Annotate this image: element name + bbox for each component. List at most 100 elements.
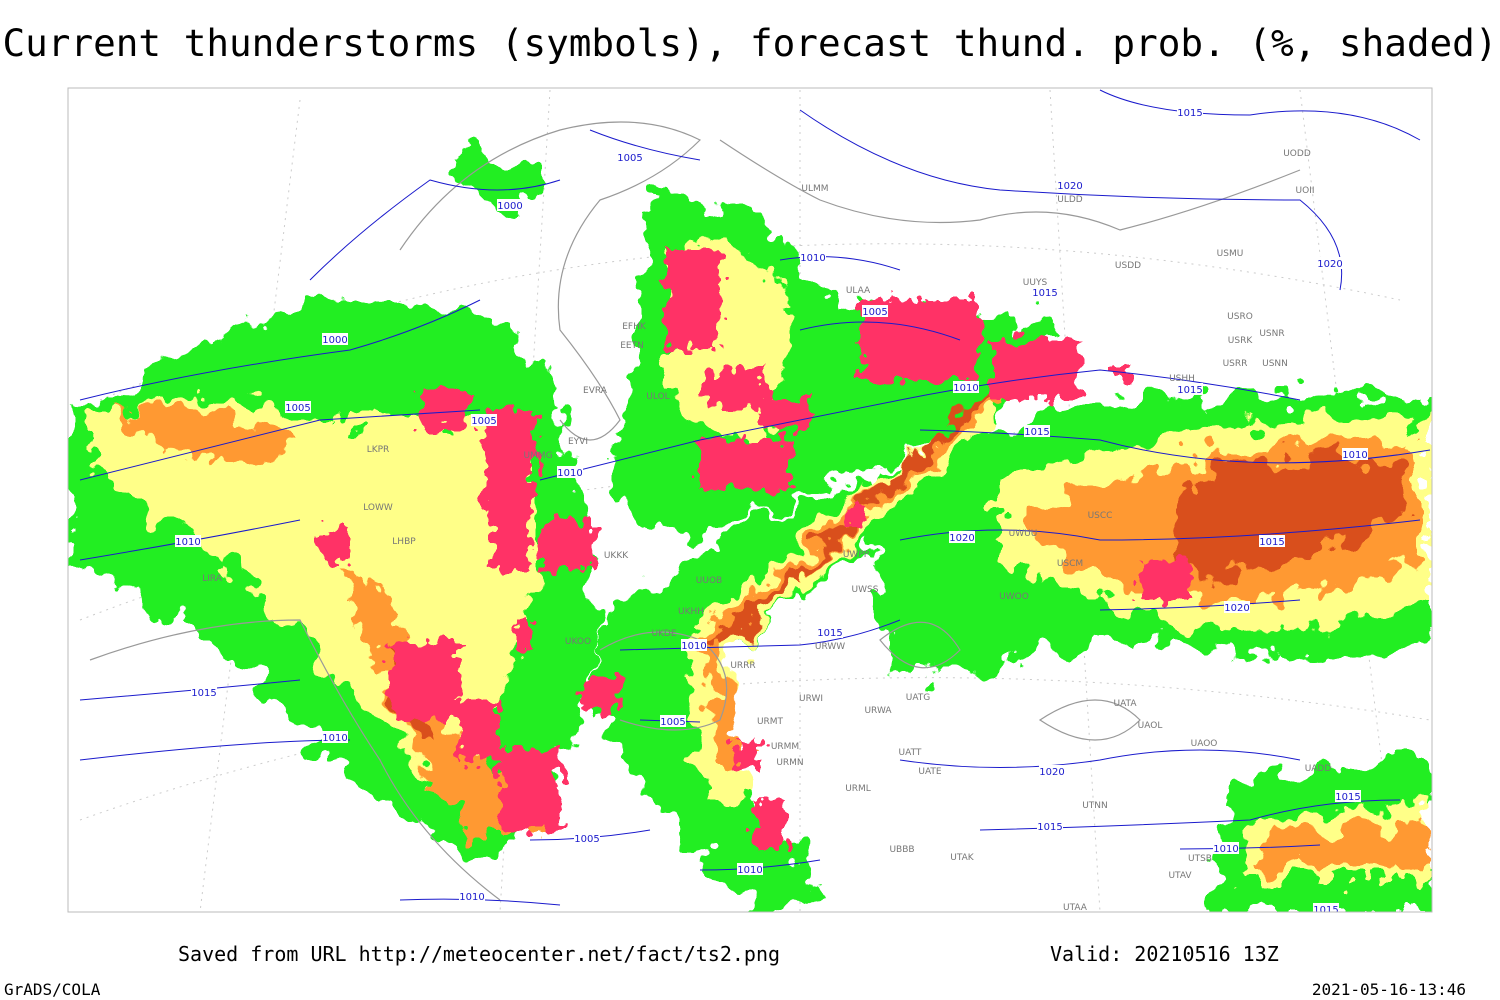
isobar-label: 1005 [574, 834, 599, 845]
software: GrADS/COLA [4, 980, 101, 999]
station-code: EYVI [568, 437, 588, 447]
isobar-label: 1005 [285, 403, 310, 414]
station-code: USCM [1057, 559, 1083, 569]
station-code: URMT [757, 717, 784, 727]
station-code: UAOO [1191, 739, 1218, 749]
label-backdrop [1039, 765, 1065, 777]
station-code: USRO [1227, 312, 1253, 322]
label-backdrop [949, 531, 975, 543]
station-code: UKOO [565, 637, 591, 647]
isobar-label: 1015 [1259, 537, 1284, 548]
isobar-label: 1015 [1177, 385, 1202, 396]
station-code: UUYS [1023, 278, 1048, 288]
label-backdrop [191, 686, 217, 698]
label-backdrop [557, 466, 583, 478]
isobar-label: 1015 [191, 688, 216, 699]
station-code: URWI [799, 694, 823, 704]
station-code: UTAK [950, 853, 975, 863]
station-code: UATG [906, 693, 931, 703]
label-backdrop [574, 832, 600, 844]
station-code: UBBB [889, 845, 914, 855]
label-backdrop [1037, 820, 1063, 832]
station-code: UATA [1113, 699, 1137, 709]
isobar-label: 1005 [862, 307, 887, 318]
label-backdrop [1335, 790, 1361, 802]
station-code: UKDE [651, 629, 676, 639]
station-code: USNR [1259, 329, 1284, 339]
label-backdrop [471, 414, 497, 426]
label-backdrop [322, 333, 348, 345]
station-code: UWPP [843, 550, 870, 560]
station-code: UTAV [1168, 871, 1192, 881]
station-code: UUOB [696, 576, 722, 586]
label-backdrop [817, 626, 843, 638]
station-code: UWSS [852, 585, 879, 595]
label-backdrop [737, 863, 763, 875]
station-code: LIRA [202, 574, 223, 584]
station-code: ULOL [646, 392, 669, 402]
isobar-label: 1015 [817, 628, 842, 639]
station-code: LHBP [392, 537, 416, 547]
label-backdrop [862, 305, 888, 317]
isobars [79, 89, 1431, 906]
station-code: USRK [1228, 336, 1254, 346]
isobar-label: 1020 [1317, 259, 1342, 270]
label-backdrop [1177, 383, 1203, 395]
label-backdrop [1317, 257, 1343, 269]
isobar-label: 1020 [1224, 603, 1249, 614]
isobar-label: 1005 [471, 416, 496, 427]
station-code: ULAA [846, 286, 871, 296]
isobar-label: 1020 [1039, 767, 1064, 778]
isobar-label: 1010 [322, 733, 347, 744]
station-code: URWA [864, 706, 892, 716]
station-labels: ULMM ULDD USDD USMU UODD UOII ULAA UUYS USRO USRK… [202, 149, 1332, 913]
label-backdrop [1259, 535, 1285, 547]
source-url: Saved from URL http://meteocenter.net/fa… [178, 942, 780, 966]
label-backdrop [1213, 842, 1239, 854]
station-code: UTSB [1188, 854, 1212, 864]
station-code: URMN [776, 758, 803, 768]
station-code: UADD [1305, 764, 1332, 774]
label-backdrop [459, 890, 485, 902]
isobar-label: 1000 [322, 335, 347, 346]
thunderstorm-symbols [320, 250, 1190, 850]
probability-shading [68, 153, 1430, 912]
station-code: UODD [1283, 149, 1311, 159]
isobar-label: 1010 [953, 383, 978, 394]
label-backdrop [681, 639, 707, 651]
station-code: URML [845, 784, 871, 794]
isobar-label: 1015 [1037, 822, 1062, 833]
isobar-label: 1020 [949, 533, 974, 544]
station-code: LOWW [363, 503, 393, 513]
isobar-label: 1010 [459, 892, 484, 903]
isobar-label: 1010 [681, 641, 706, 652]
isobar-label: 1015 [1335, 792, 1360, 803]
isobar-label: 1005 [660, 717, 685, 728]
isobar-label: 1015 [1177, 108, 1202, 119]
label-backdrop [1313, 903, 1339, 912]
station-code: URWW [815, 642, 845, 652]
station-code: UATT [899, 748, 922, 758]
isobar-labels: 1000 1005 1000 1005 1005 1010 1015 1010 1010 1010… [175, 106, 1368, 916]
map-area: 1000 1005 1000 1005 1005 1010 1015 1010 1010 1010… [68, 89, 1431, 916]
isobar-label: 1005 [617, 153, 642, 164]
station-code: USMU [1217, 249, 1244, 259]
isobar-label: 1010 [175, 537, 200, 548]
station-code: USHH [1169, 374, 1195, 384]
station-code: UATE [918, 767, 942, 777]
isobar-label: 1015 [1313, 905, 1338, 916]
isobar-label: 1010 [1342, 450, 1367, 461]
station-code: UWUU [1009, 529, 1038, 539]
label-backdrop [1224, 601, 1250, 613]
station-code: UKKK [604, 551, 629, 561]
station-code: USDD [1115, 261, 1141, 271]
isobar-label: 1010 [800, 253, 825, 264]
station-code: EFHK [622, 322, 647, 332]
timestamp: 2021-05-16-13:46 [1312, 980, 1466, 999]
label-backdrop [497, 199, 523, 211]
label-backdrop [617, 151, 643, 163]
label-backdrop [285, 401, 311, 413]
station-code: UTAA [1063, 903, 1088, 913]
label-backdrop [1177, 106, 1203, 118]
